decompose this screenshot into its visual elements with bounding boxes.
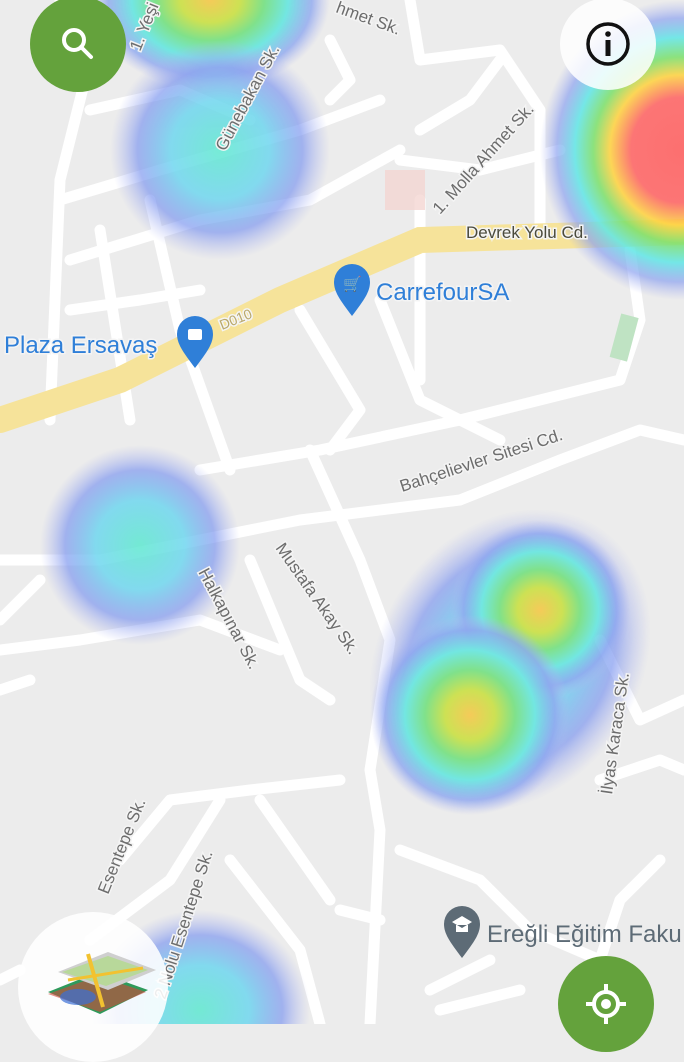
heat-spot [370,615,570,815]
heatmap-layer-button[interactable] [18,912,168,1062]
poi-carrefour[interactable]: 🛒 CarrefourSA [334,264,511,316]
my-location-button[interactable] [558,956,654,1052]
search-button[interactable] [30,0,126,92]
heatmap-layer-icon [48,952,156,1014]
street-label: Esentepe Sk. [94,796,149,897]
poi-label: Ereğli Eğitim Faku [487,921,682,948]
shopping-cart-pin-icon [334,264,370,316]
bag-glyph [188,329,202,340]
street-label: Devrek Yolu Cd. [466,223,588,242]
info-icon [586,22,630,66]
park-area [385,170,425,210]
street-label: hmet Sk. [334,0,404,39]
poi-label: Plaza Ersavaş [4,332,157,359]
green-area [609,313,639,362]
shopping-bag-pin-icon [177,316,213,368]
heat-spot [40,445,240,645]
heat-spot [110,40,330,260]
search-icon [62,28,93,59]
poi-plaza[interactable]: Plaza Ersavaş [3,316,213,368]
devrek-yolu-road [0,219,684,433]
crosshair-icon [586,984,626,1024]
map-canvas[interactable]: 1. Yeşi hmet Sk. Günebakan Sk. 1. Molla … [0,0,684,1024]
graduation-cap-glyph [452,916,472,932]
poi-egitim[interactable]: Ereğli Eğitim Faku [444,906,682,958]
info-button[interactable] [560,0,656,90]
cart-glyph: 🛒 [343,275,362,293]
poi-label: CarrefourSA [376,279,509,306]
